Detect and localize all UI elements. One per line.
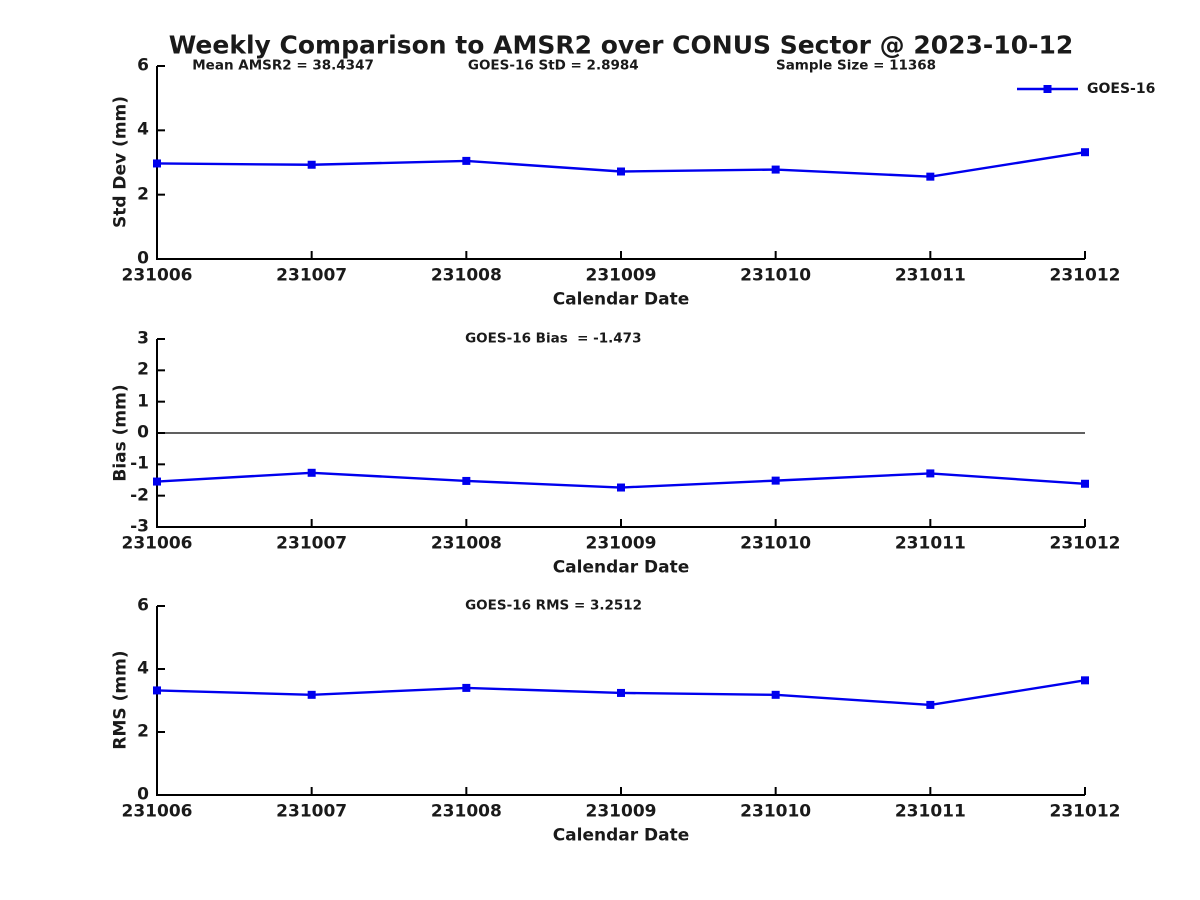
annotation-rms: GOES-16 RMS = 3.2512 bbox=[465, 597, 643, 614]
xlabel-rms: Calendar Date bbox=[552, 825, 690, 846]
series-marker-std-dev bbox=[462, 156, 471, 165]
y-tick-label-bias: -3 bbox=[130, 516, 149, 537]
y-tick-label-bias: -2 bbox=[130, 485, 149, 506]
ylabel-stddev: Std Dev (mm) bbox=[110, 95, 131, 229]
x-tick-label-std-dev: 231012 bbox=[1049, 265, 1121, 286]
x-tick-label-std-dev: 231011 bbox=[894, 265, 966, 286]
x-tick-label-std-dev: 231008 bbox=[430, 265, 502, 286]
x-tick-label-bias: 231007 bbox=[276, 533, 348, 554]
y-tick-label-rms: 2 bbox=[137, 721, 149, 742]
x-tick-label-rms: 231008 bbox=[430, 801, 502, 822]
x-tick-label-bias: 231008 bbox=[430, 533, 502, 554]
series-marker-rms bbox=[771, 690, 780, 699]
series-marker-std-dev bbox=[1081, 148, 1089, 157]
legend-label: GOES-16 bbox=[1087, 81, 1156, 97]
y-tick-label-std-dev: 4 bbox=[137, 119, 149, 140]
annotation-std-dev: Mean AMSR2 = 38.4347 bbox=[192, 57, 374, 74]
x-tick-label-std-dev: 231009 bbox=[585, 265, 657, 286]
series-marker-rms bbox=[462, 683, 471, 692]
y-tick-label-bias: 3 bbox=[137, 328, 149, 349]
x-tick-label-rms: 231006 bbox=[121, 801, 193, 822]
legend-marker bbox=[1043, 85, 1052, 93]
figure-title: Weekly Comparison to AMSR2 over CONUS Se… bbox=[168, 30, 1074, 60]
series-marker-std-dev bbox=[307, 160, 316, 169]
x-tick-label-bias: 231010 bbox=[740, 533, 812, 554]
y-tick-label-std-dev: 0 bbox=[137, 248, 149, 269]
series-marker-rms bbox=[307, 690, 316, 699]
series-marker-rms bbox=[926, 700, 935, 709]
x-tick-label-bias: 231006 bbox=[121, 533, 193, 554]
xlabel-stddev: Calendar Date bbox=[552, 289, 690, 310]
series-marker-bias bbox=[462, 476, 471, 485]
series-marker-bias bbox=[153, 477, 161, 486]
y-tick-label-std-dev: 2 bbox=[137, 184, 149, 205]
x-tick-label-bias: 231009 bbox=[585, 533, 657, 554]
y-tick-label-rms: 6 bbox=[137, 595, 149, 616]
annotation-std-dev: GOES-16 StD = 2.8984 bbox=[467, 57, 639, 74]
x-tick-label-rms: 231012 bbox=[1049, 801, 1121, 822]
series-marker-bias bbox=[617, 483, 625, 492]
annotation-bias: GOES-16 Bias = -1.473 bbox=[465, 330, 642, 347]
x-tick-label-bias: 231012 bbox=[1049, 533, 1121, 554]
x-tick-label-rms: 231010 bbox=[740, 801, 812, 822]
y-tick-label-bias: 1 bbox=[137, 391, 149, 412]
series-marker-rms bbox=[153, 686, 161, 695]
y-tick-label-bias: 0 bbox=[137, 422, 149, 443]
ylabel-bias: Bias (mm) bbox=[110, 384, 131, 482]
series-marker-rms bbox=[1081, 676, 1089, 685]
series-marker-std-dev bbox=[771, 165, 780, 174]
series-marker-bias bbox=[1081, 479, 1089, 488]
y-tick-label-rms: 0 bbox=[137, 784, 149, 805]
y-tick-label-std-dev: 6 bbox=[137, 55, 149, 76]
annotation-std-dev: Sample Size = 11368 bbox=[775, 57, 937, 74]
series-marker-bias bbox=[926, 469, 935, 478]
series-marker-bias bbox=[307, 468, 316, 477]
series-marker-std-dev bbox=[153, 159, 161, 168]
x-tick-label-std-dev: 231006 bbox=[121, 265, 193, 286]
series-marker-rms bbox=[617, 688, 625, 697]
ylabel-rms: RMS (mm) bbox=[110, 650, 131, 750]
x-tick-label-rms: 231009 bbox=[585, 801, 657, 822]
x-tick-label-rms: 231007 bbox=[276, 801, 348, 822]
y-tick-label-bias: -1 bbox=[130, 453, 149, 474]
x-tick-label-rms: 231011 bbox=[894, 801, 966, 822]
series-marker-std-dev bbox=[926, 172, 935, 181]
series-marker-bias bbox=[771, 476, 780, 485]
y-tick-label-bias: 2 bbox=[137, 359, 149, 380]
x-tick-label-bias: 231011 bbox=[894, 533, 966, 554]
x-tick-label-std-dev: 231010 bbox=[740, 265, 812, 286]
series-marker-std-dev bbox=[617, 167, 625, 176]
y-tick-label-rms: 4 bbox=[137, 658, 149, 679]
xlabel-bias: Calendar Date bbox=[552, 557, 690, 578]
x-tick-label-std-dev: 231007 bbox=[276, 265, 348, 286]
